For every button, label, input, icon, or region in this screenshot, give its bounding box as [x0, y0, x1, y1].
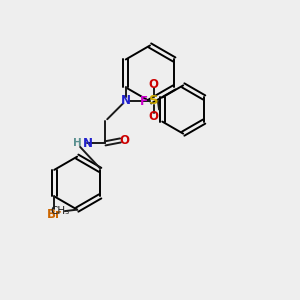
Text: Br: Br: [47, 208, 62, 220]
Text: N: N: [121, 94, 131, 107]
Text: CH₃: CH₃: [50, 206, 69, 216]
Text: O: O: [149, 78, 159, 91]
Text: F: F: [140, 95, 148, 108]
Text: O: O: [119, 134, 129, 147]
Text: O: O: [149, 110, 159, 123]
Text: S: S: [149, 94, 159, 107]
Text: N: N: [83, 137, 93, 150]
Text: H: H: [74, 138, 82, 148]
